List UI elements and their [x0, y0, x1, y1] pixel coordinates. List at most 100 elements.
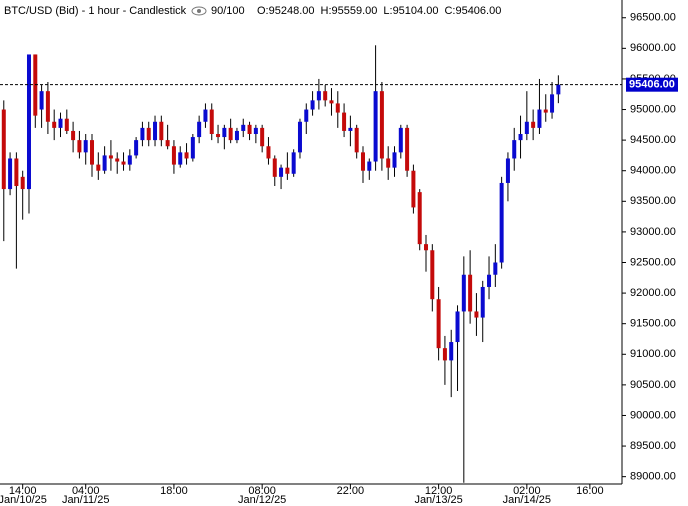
candle-body — [468, 274, 473, 312]
candle-body — [297, 121, 302, 153]
candle-body — [279, 167, 284, 177]
eye-icon — [191, 6, 207, 16]
header-value: L:95104.00 — [383, 5, 438, 17]
x-tick-label: 04:00 — [72, 485, 100, 497]
candle-body — [146, 127, 151, 141]
x-date-label: Jan/13/25 — [414, 494, 462, 506]
candle-body — [64, 118, 69, 131]
candle-body — [52, 121, 57, 128]
y-tick-label: 92000.00 — [630, 287, 676, 299]
candle-body — [197, 121, 202, 138]
candle-body — [316, 91, 321, 101]
x-date-label: Jan/11/25 — [62, 494, 110, 506]
candle-body — [285, 167, 290, 174]
x-date-label: Jan/12/25 — [238, 494, 286, 506]
candle-body — [71, 130, 76, 141]
candle-body — [348, 127, 353, 131]
y-tick-label: 92500.00 — [630, 256, 676, 268]
x-date-label: Jan/14/25 — [503, 494, 551, 506]
candle-body — [512, 140, 517, 159]
candle-body — [8, 158, 13, 190]
candle-body — [108, 155, 113, 159]
candle-body — [209, 109, 214, 135]
candle-body — [102, 155, 107, 171]
candle-body — [323, 91, 328, 101]
candle-body — [121, 161, 126, 165]
candle-body — [455, 311, 460, 343]
candle-body — [26, 54, 31, 190]
x-date-label: Jan/10/25 — [0, 494, 47, 506]
candle-body — [442, 348, 447, 361]
candle-body — [165, 140, 170, 147]
candle-body — [14, 158, 19, 187]
candle-body — [115, 158, 120, 162]
candle-body — [556, 84, 561, 95]
candle-body — [543, 109, 548, 113]
y-tick-label: 89500.00 — [630, 440, 676, 452]
header-value: H:95559.00 — [321, 5, 378, 17]
candle-body — [461, 274, 466, 312]
candle-body — [134, 140, 139, 156]
candle-body — [550, 94, 555, 113]
candle-body — [171, 146, 176, 165]
candle-body — [430, 250, 435, 300]
candle-body — [127, 155, 132, 165]
candle-body — [159, 121, 164, 141]
x-tick-label: 16:00 — [576, 485, 604, 497]
candle-body — [417, 192, 422, 245]
y-tick-label: 91000.00 — [630, 348, 676, 360]
header-value: O:95248.00 — [257, 5, 315, 17]
y-tick-label: 89000.00 — [630, 471, 676, 483]
y-tick-label: 94500.00 — [630, 134, 676, 146]
last-price-label: 95406.00 — [629, 79, 675, 91]
candle-body — [424, 244, 429, 251]
candle-body — [228, 127, 233, 141]
candle-body — [493, 262, 498, 275]
x-tick-label: 02:00 — [513, 485, 541, 497]
candle-body — [190, 137, 195, 159]
candle-body — [184, 152, 189, 159]
candle-body — [1, 109, 6, 190]
zoom-label: 90/100 — [211, 5, 245, 17]
x-tick-label: 18:00 — [160, 485, 188, 497]
x-tick-label: 08:00 — [248, 485, 276, 497]
y-tick-label: 96000.00 — [630, 42, 676, 54]
candle-body — [77, 140, 82, 153]
candle-body — [222, 127, 227, 138]
candle-body — [524, 121, 529, 135]
candle-body — [537, 109, 542, 128]
candle-body — [354, 127, 359, 153]
candle-body — [58, 118, 63, 128]
candle-body — [253, 127, 258, 135]
last-price-box — [626, 77, 678, 92]
candle-body — [260, 127, 265, 147]
candle-body — [342, 112, 347, 131]
candle-body — [140, 127, 145, 141]
y-tick-label: 94000.00 — [630, 165, 676, 177]
y-tick-label: 91500.00 — [630, 318, 676, 330]
candle-body — [499, 182, 504, 263]
candle-body — [20, 176, 25, 190]
y-tick-label: 90000.00 — [630, 409, 676, 421]
x-tick-label: 12:00 — [425, 485, 453, 497]
candle-body — [335, 103, 340, 113]
candle-body — [360, 152, 365, 171]
candle-body — [480, 286, 485, 318]
y-tick-label: 95000.00 — [630, 103, 676, 115]
candle-body — [487, 274, 492, 287]
candle-body — [45, 91, 50, 122]
candle-body — [398, 127, 403, 153]
x-tick-label: 14:00 — [9, 485, 37, 497]
candle-body — [272, 158, 277, 177]
candle-body — [291, 152, 296, 174]
header-value: C:95406.00 — [444, 5, 501, 17]
candle-body — [373, 91, 378, 162]
candle-body — [266, 146, 271, 159]
candle-body — [178, 152, 183, 165]
candle-body — [518, 134, 523, 141]
candle-body — [247, 124, 252, 135]
candle-body — [392, 152, 397, 168]
candle-body — [436, 299, 441, 349]
